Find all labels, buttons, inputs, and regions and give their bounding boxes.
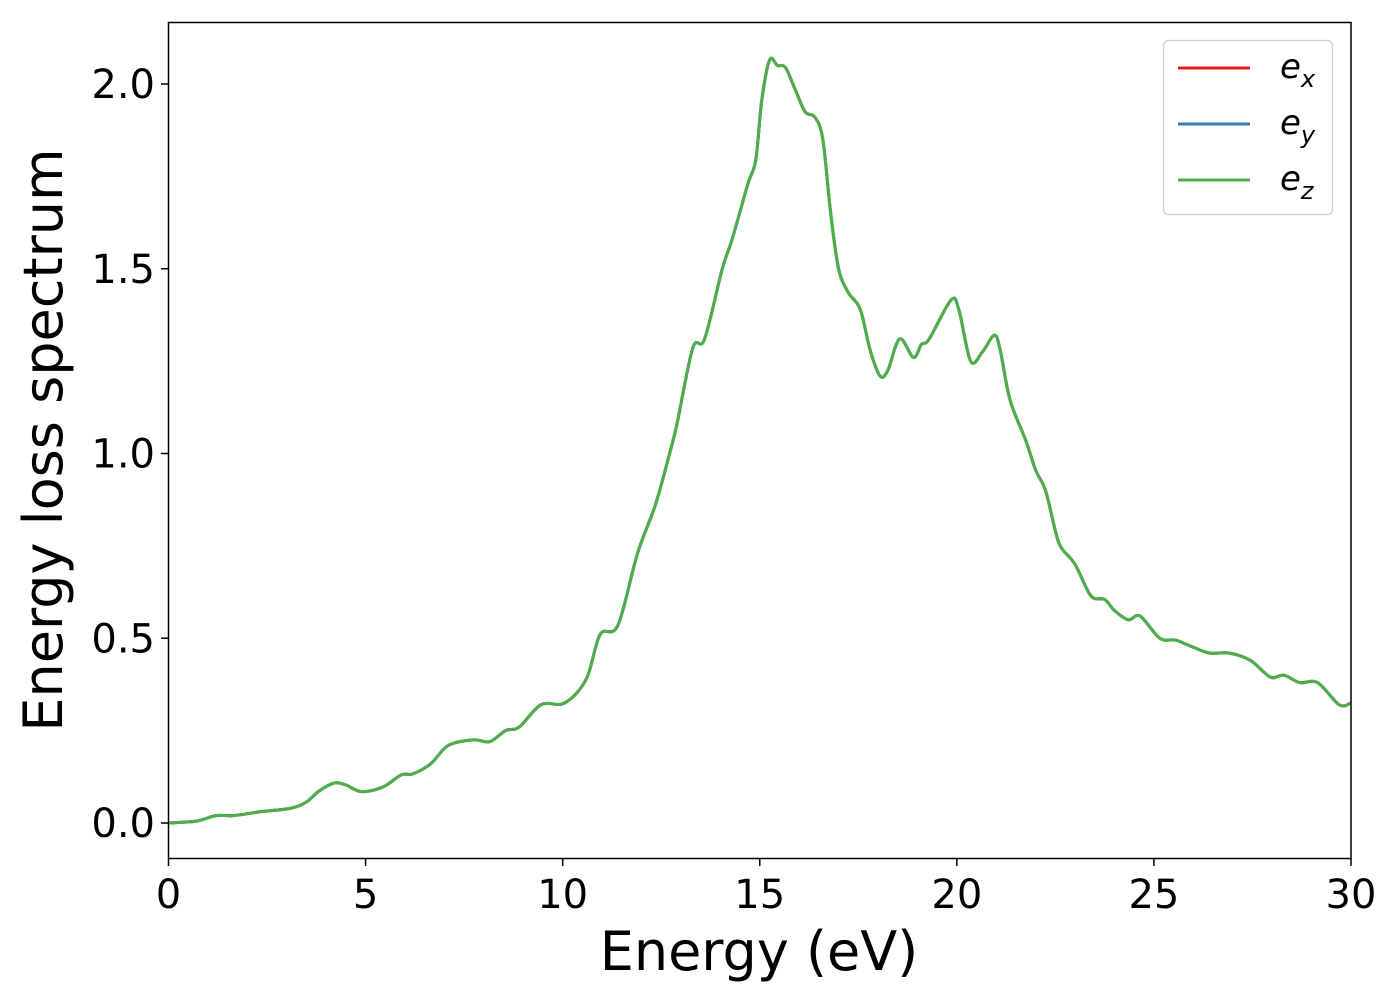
- x-tick-label: 5: [353, 872, 378, 918]
- x-axis-ticks: 0 5 10 15 20 25 30: [156, 858, 1377, 918]
- legend: ex ey ez: [1162, 39, 1334, 216]
- legend-label-ex: ex: [1280, 47, 1316, 93]
- legend-label-ez: ez: [1280, 159, 1315, 205]
- x-axis-label: Energy (eV): [600, 920, 919, 983]
- y-tick-label: 1.0: [91, 432, 155, 478]
- y-tick-label: 2.0: [91, 62, 155, 108]
- x-tick-label: 15: [734, 872, 785, 918]
- series-line-ez: [168, 56, 1352, 825]
- x-tick-label: 20: [931, 872, 982, 918]
- x-tick-label: 30: [1326, 872, 1377, 918]
- y-tick-label: 0.5: [91, 616, 155, 662]
- x-tick-label: 10: [537, 872, 588, 918]
- y-axis-label: Energy loss spectrum: [12, 148, 75, 731]
- y-axis-ticks: 0.0 0.5 1.0 1.5 2.0: [91, 62, 169, 847]
- x-tick-label: 0: [156, 872, 181, 918]
- legend-box: [1162, 39, 1334, 216]
- legend-label-ey: ey: [1280, 103, 1316, 149]
- y-tick-label: 0.0: [91, 801, 155, 847]
- series-layer: [168, 56, 1352, 825]
- y-tick-label: 1.5: [91, 247, 155, 293]
- x-tick-label: 25: [1128, 872, 1179, 918]
